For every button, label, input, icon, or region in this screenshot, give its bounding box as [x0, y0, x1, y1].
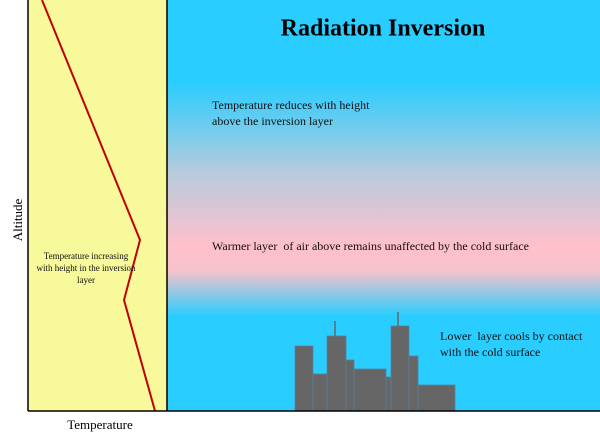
city-buildings — [294, 312, 456, 412]
title: Radiation Inversion — [281, 16, 486, 42]
y-axis-label: Altitude — [10, 198, 25, 241]
temperature-profile — [41, 0, 156, 412]
upper-annotation: Temperature reduces with height above th… — [212, 98, 370, 129]
x-axis-label: Temperature — [67, 417, 133, 432]
middle-annotation: Warmer layer of air above remains unaffe… — [212, 239, 529, 253]
lower-annotation: Lower layer cools by contact with the co… — [440, 329, 586, 360]
frame — [27, 0, 600, 412]
profile-annotation: Temperature increasing with height in th… — [36, 251, 136, 286]
profile-panel — [28, 0, 167, 411]
atmosphere-panel — [167, 0, 600, 411]
